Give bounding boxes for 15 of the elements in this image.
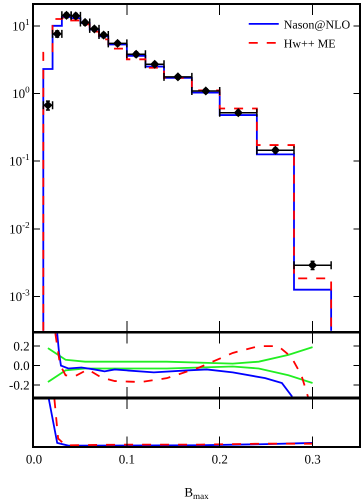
legend-label: Nason@NLO xyxy=(284,18,350,32)
legend-label: Hw++ ME xyxy=(284,36,336,51)
x-tick-label: 0.0 xyxy=(26,451,42,466)
y-tick-label: -0.2 xyxy=(9,378,30,393)
y-tick-label: 10$^{-1}$ xyxy=(9,152,30,169)
y-tick-label: 10$^{-2}$ xyxy=(9,220,30,236)
y-tick-label: 0.0 xyxy=(13,358,30,374)
x-tick-label: 0.2 xyxy=(212,451,228,466)
x-axis-title: B$_{max}$ xyxy=(184,484,210,502)
y-tick-label: 10$^{1}$ xyxy=(12,16,30,34)
y-tick-label: 0.2 xyxy=(13,338,30,354)
x-tick-label: 0.1 xyxy=(118,451,135,466)
y-tick-label: 10$^{-3}$ xyxy=(9,288,30,304)
y-tick-label: 10$^{0}$ xyxy=(12,84,30,102)
x-tick-label: 0.3 xyxy=(304,451,321,466)
